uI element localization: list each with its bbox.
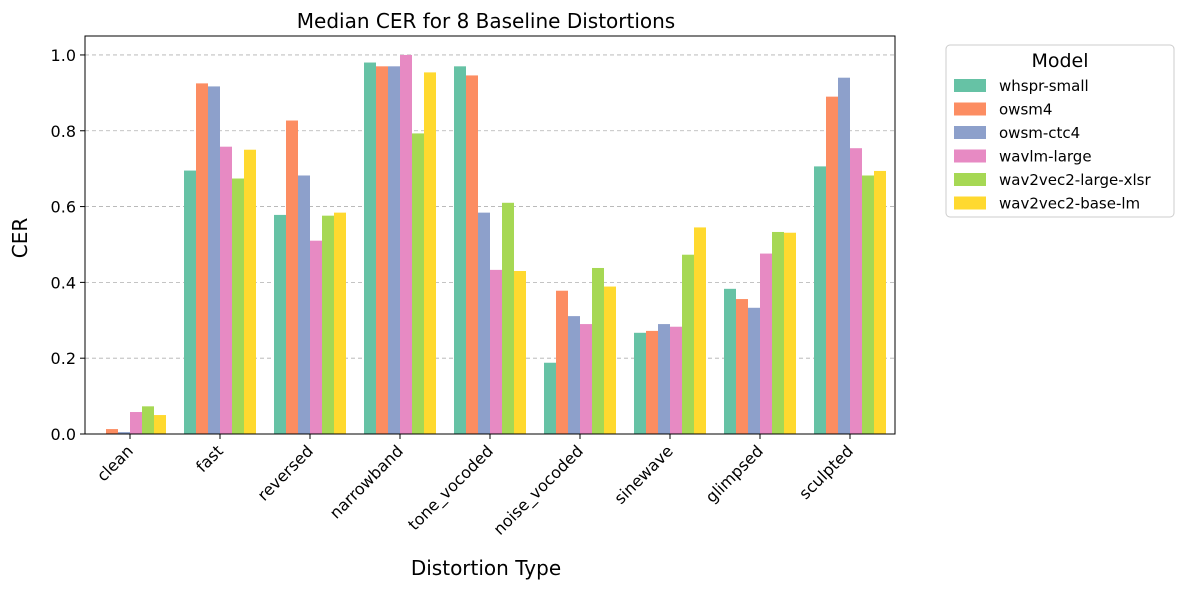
bar-reversed-wavlm-large	[310, 240, 322, 434]
bar-noise_vocoded-wavlm-large	[580, 324, 592, 434]
bar-reversed-wav2vec2-base-lm	[334, 212, 346, 434]
bar-fast-wavlm-large	[220, 146, 232, 435]
x-tick-label: tone_vocoded	[404, 441, 497, 534]
bar-sinewave-wavlm-large	[670, 326, 682, 434]
bar-tone_vocoded-owsm-ctc4	[478, 212, 490, 434]
bar-tone_vocoded-owsm4	[466, 75, 478, 434]
bar-tone_vocoded-whspr-small	[454, 66, 466, 435]
bar-noise_vocoded-owsm4	[556, 290, 568, 434]
bar-sinewave-wav2vec2-large-xlsr	[682, 254, 694, 434]
legend-label: wav2vec2-base-lm	[999, 195, 1140, 213]
bar-narrowband-wavlm-large	[400, 54, 412, 434]
bar-sculpted-owsm4	[826, 96, 838, 435]
x-tick-label: noise_vocoded	[490, 441, 588, 539]
legend-label: wavlm-large	[999, 148, 1092, 166]
x-ticks: clean fast reversed narrowbandtone_vocodedn…	[93, 434, 857, 539]
legend-swatch	[954, 126, 986, 139]
legend-label: wav2vec2-large-xlsr	[999, 171, 1151, 189]
bar-clean-owsm4	[106, 429, 118, 434]
bar-narrowband-whspr-small	[364, 62, 376, 435]
legend-label: whspr-small	[999, 77, 1089, 95]
x-tick-label: clean	[93, 441, 137, 485]
bars	[106, 54, 886, 435]
bar-fast-wav2vec2-large-xlsr	[232, 178, 244, 434]
bar-narrowband-wav2vec2-base-lm	[424, 72, 436, 434]
bar-sculpted-owsm-ctc4	[838, 77, 850, 434]
x-tick-label: sculpted	[795, 441, 857, 503]
bar-sinewave-wav2vec2-base-lm	[694, 227, 706, 434]
legend: Model whspr-small owsm4 owsm-ctc4 wavlm-lar…	[945, 44, 1175, 218]
y-tick-label: 1.0	[51, 46, 76, 65]
legend-label: owsm4	[999, 101, 1052, 119]
x-tick-label: reversed	[254, 441, 317, 504]
bar-narrowband-owsm-ctc4	[388, 66, 400, 435]
legend-swatch	[954, 149, 986, 163]
bar-reversed-whspr-small	[274, 214, 286, 434]
y-tick-label: 0.6	[51, 198, 76, 217]
y-ticks: 0.0 0.2 0.4 0.6 0.8 1.0	[51, 46, 85, 444]
bar-reversed-wav2vec2-large-xlsr	[322, 215, 334, 434]
bar-glimpsed-owsm4	[736, 299, 748, 434]
y-axis-title: CER	[8, 218, 32, 259]
bar-sculpted-wav2vec2-base-lm	[874, 170, 886, 434]
y-tick-label: 0.0	[51, 425, 76, 444]
legend-swatch	[954, 173, 986, 186]
bar-tone_vocoded-wav2vec2-base-lm	[514, 271, 526, 434]
bar-reversed-owsm4	[286, 120, 298, 434]
bar-fast-whspr-small	[184, 170, 196, 435]
bar-glimpsed-owsm-ctc4	[748, 307, 760, 434]
y-tick-label: 0.4	[51, 273, 76, 292]
x-tick-label: sinewave	[610, 441, 676, 507]
bar-fast-owsm-ctc4	[208, 86, 220, 434]
y-tick-label: 0.8	[51, 122, 76, 141]
bar-noise_vocoded-owsm-ctc4	[568, 316, 580, 434]
bar-clean-wav2vec2-large-xlsr	[142, 406, 154, 434]
bar-sinewave-owsm4	[646, 330, 658, 434]
bar-noise_vocoded-wav2vec2-large-xlsr	[592, 267, 604, 434]
x-tick-label: narrowband	[326, 441, 407, 522]
bar-sculpted-wav2vec2-large-xlsr	[862, 175, 874, 435]
x-tick-label: glimpsed	[702, 441, 767, 506]
bar-glimpsed-wavlm-large	[760, 253, 772, 434]
bar-sinewave-owsm-ctc4	[658, 324, 670, 434]
chart-title: Median CER for 8 Baseline Distortions	[297, 9, 675, 33]
legend-items: whspr-small owsm4 owsm-ctc4 wavlm-large wav2…	[954, 77, 1151, 213]
bar-fast-wav2vec2-base-lm	[244, 149, 256, 434]
legend-swatch	[954, 196, 986, 210]
y-tick-label: 0.2	[51, 349, 76, 368]
legend-title: Model	[1031, 50, 1088, 72]
x-tick-label: fast	[192, 441, 227, 476]
legend-frame	[945, 44, 1175, 218]
bar-glimpsed-whspr-small	[724, 288, 736, 434]
x-axis-title: Distortion Type	[411, 556, 561, 580]
bar-narrowband-owsm4	[376, 66, 388, 435]
bar-sinewave-whspr-small	[634, 332, 646, 434]
legend-swatch	[954, 79, 986, 92]
legend-label: owsm-ctc4	[999, 124, 1080, 142]
bar-clean-wav2vec2-base-lm	[154, 415, 166, 434]
bar-fast-owsm4	[196, 83, 208, 434]
bar-clean-owsm-ctc4	[118, 432, 130, 434]
bar-tone_vocoded-wav2vec2-large-xlsr	[502, 202, 514, 434]
bar-sculpted-wavlm-large	[850, 148, 862, 434]
bar-noise_vocoded-wav2vec2-base-lm	[604, 286, 616, 434]
legend-swatch	[954, 102, 986, 116]
bar-noise_vocoded-whspr-small	[544, 362, 556, 434]
bar-narrowband-wav2vec2-large-xlsr	[412, 133, 424, 435]
bar-glimpsed-wav2vec2-large-xlsr	[772, 231, 784, 434]
bar-tone_vocoded-wavlm-large	[490, 269, 502, 434]
bar-reversed-owsm-ctc4	[298, 175, 310, 435]
bar-glimpsed-wav2vec2-base-lm	[784, 232, 796, 434]
bar-clean-wavlm-large	[130, 412, 142, 434]
bar-sculpted-whspr-small	[814, 166, 826, 434]
